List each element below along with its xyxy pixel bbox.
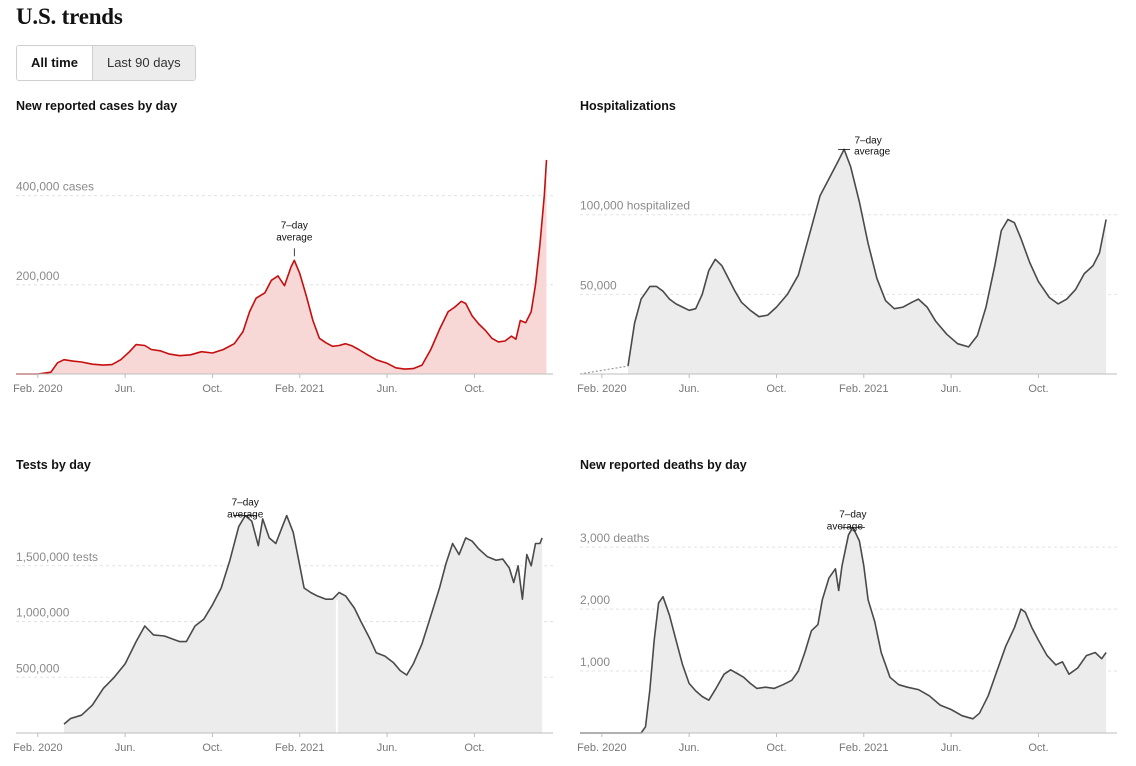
series-line [16,159,548,375]
x-tick-label: Jun. [377,383,398,395]
x-tick-label: Feb. 2021 [839,383,889,395]
x-tick-label: Jun. [941,383,962,395]
annotation-line1: 7–day [855,135,882,146]
annotation-line2: average [227,510,264,521]
x-tick-label: Oct. [766,383,786,395]
y-tick-label: 50,000 [580,278,617,292]
x-tick-label: Jun. [679,742,700,754]
cases-chart-panel: New reported cases by day 400,000 cases 2… [13,99,556,395]
x-tick-label: Oct. [202,742,222,754]
tab-all-time[interactable]: All time [17,46,92,80]
y-tick-label: 1,000 [580,655,610,669]
time-range-tabs: All time Last 90 days [16,45,196,81]
series-area [16,159,547,374]
x-tick-label: Oct. [464,742,484,754]
tests-chart-panel: Tests by day 1,500,000 tests 1,000,000 500… [13,458,556,754]
y-tick-label: 1,000,000 [16,606,70,620]
deaths-chart-panel: New reported deaths by day 3,000 deaths 2… [577,458,1120,754]
cases-chart: 400,000 cases 200,000 Feb. 2020 Jun. Oct. Feb… [13,159,553,395]
x-tick-label: Feb. 2021 [839,742,889,754]
series-line [627,148,1107,367]
tests-chart-title: Tests by day [16,458,91,472]
y-tick-label: 400,000 cases [16,180,94,194]
x-tick-label: Feb. 2020 [13,742,63,754]
deaths-chart: 3,000 deaths 2,000 1,000 Feb. 2020 Jun. Oct. F… [577,509,1117,754]
hospitalizations-chart-title: Hospitalizations [580,99,676,113]
page-title: U.S. trends [16,4,123,29]
x-tick-label: Feb. 2021 [275,383,325,395]
x-tick-label: Jun. [377,742,398,754]
series-dotted-start [579,365,629,375]
x-tick-label: Oct. [464,383,484,395]
series-area [64,515,543,733]
x-tick-label: Jun. [941,742,962,754]
y-tick-label: 1,500,000 tests [16,550,98,564]
x-tick-label: Oct. [202,383,222,395]
x-tick-label: Feb. 2020 [577,742,627,754]
y-tick-label: 3,000 deaths [580,531,649,545]
x-tick-label: Feb. 2021 [275,742,325,754]
series-area [628,149,1107,374]
deaths-chart-title: New reported deaths by day [580,458,747,472]
y-tick-label: 2,000 [580,593,610,607]
annotation-line2: average [276,232,313,243]
x-tick-label: Oct. [1028,742,1048,754]
hospitalizations-chart-panel: Hospitalizations 100,000 hospitalized 50,… [577,99,1120,395]
y-tick-label: 500,000 [16,661,60,675]
y-tick-label: 200,000 [16,269,60,283]
x-tick-label: Jun. [115,383,136,395]
hospitalizations-chart: 100,000 hospitalized 50,000 Feb. 2020 Jun. O… [577,135,1117,395]
tests-chart: 1,500,000 tests 1,000,000 500,000 Feb. 2020… [13,498,553,754]
y-tick-label: 100,000 hospitalized [580,199,690,213]
x-tick-label: Jun. [115,742,136,754]
annotation-line1: 7–day [232,498,259,509]
x-tick-label: Oct. [1028,383,1048,395]
series-line [580,526,1107,734]
annotation-line1: 7–day [839,509,866,520]
x-tick-label: Oct. [766,742,786,754]
x-tick-label: Jun. [679,383,700,395]
series-line [63,514,543,725]
x-tick-label: Feb. 2020 [13,383,63,395]
annotation-line2: average [854,146,891,157]
tab-last-90-days[interactable]: Last 90 days [91,46,195,80]
cases-chart-title: New reported cases by day [16,99,178,113]
annotation-line1: 7–day [281,220,308,231]
annotation-line2: average [827,521,864,532]
series-area [580,527,1107,733]
x-tick-label: Feb. 2020 [577,383,627,395]
